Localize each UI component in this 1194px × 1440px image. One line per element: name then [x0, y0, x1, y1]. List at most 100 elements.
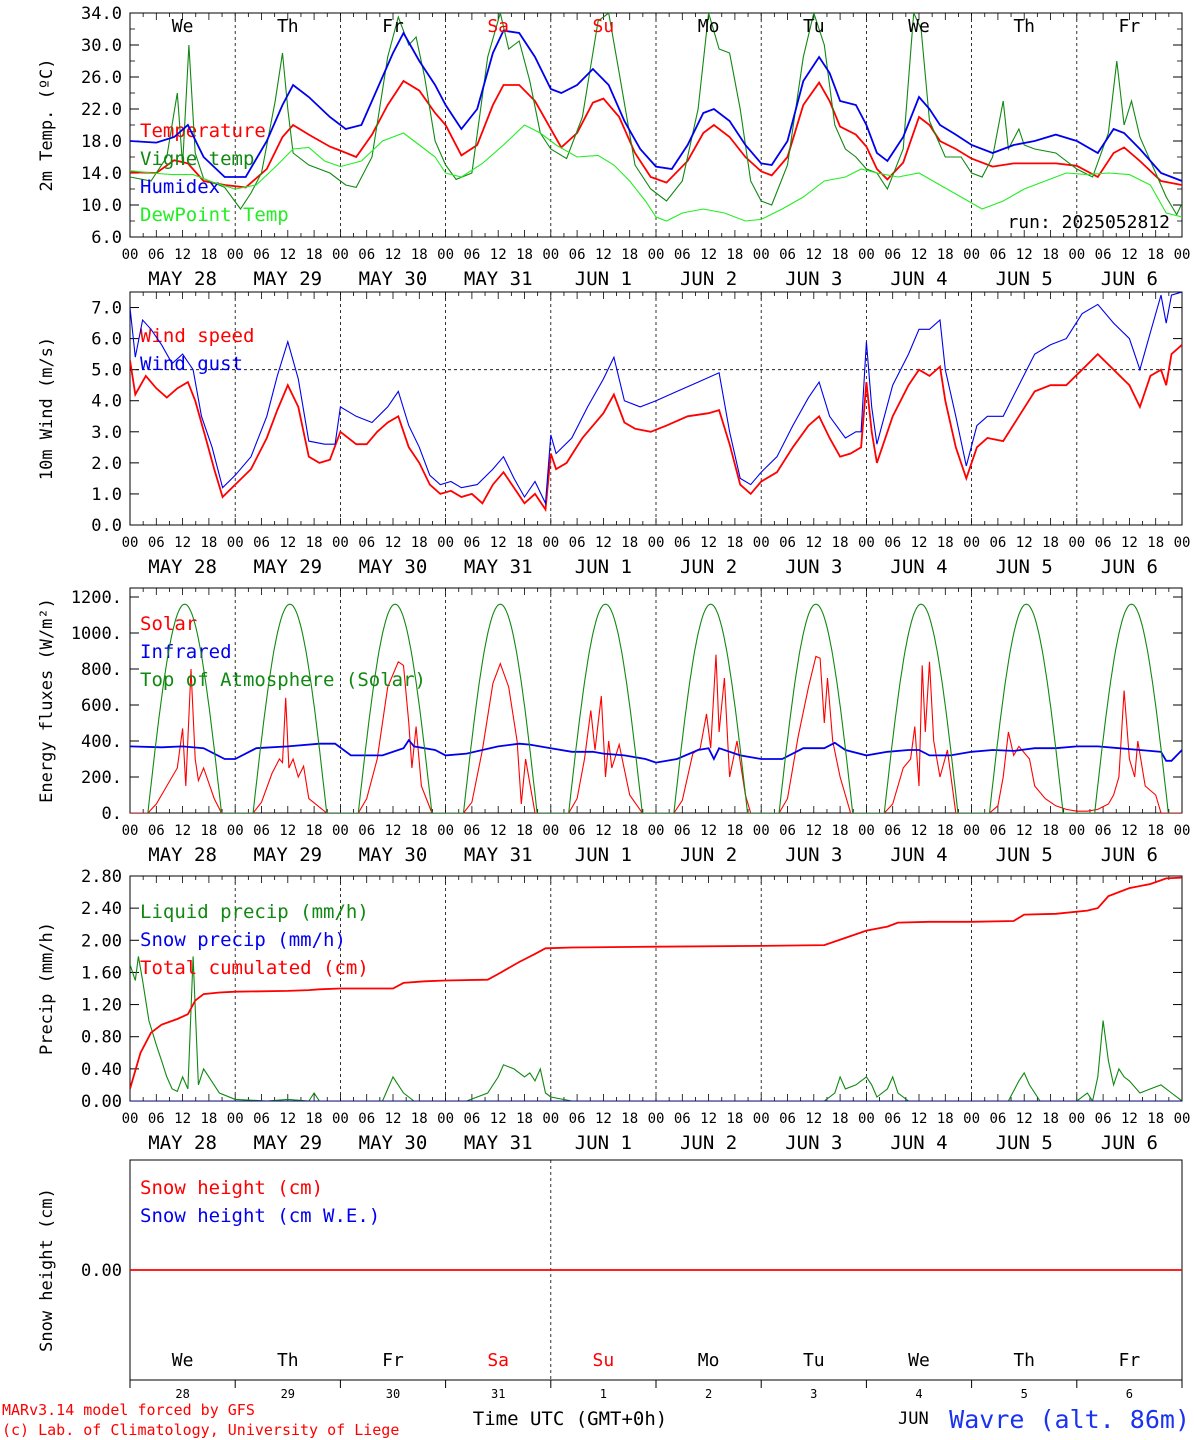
- hour-tick-label: 00: [122, 1111, 139, 1127]
- hour-tick-label: 06: [569, 1111, 586, 1127]
- hour-tick-label: 00: [542, 535, 559, 551]
- hour-tick-label: 12: [1121, 823, 1138, 839]
- hour-tick-label: 12: [490, 823, 507, 839]
- weekday-label: We: [908, 16, 930, 37]
- legend-entry: Snow height (cm W.E.): [140, 1205, 380, 1227]
- y-tick-label: 22.0: [81, 100, 122, 120]
- hour-tick-label: 00: [437, 823, 454, 839]
- hour-tick-label: 06: [358, 1111, 375, 1127]
- date-label: JUN 1: [575, 1132, 632, 1154]
- legend-entry: Snow height (cm): [140, 1177, 323, 1199]
- date-label: JUN 5: [996, 268, 1053, 290]
- weekday-label: Sa: [487, 16, 509, 37]
- hour-tick-label: 06: [569, 823, 586, 839]
- legend-entry: Top of Atmosphere (Solar): [140, 669, 426, 691]
- y-axis-label: Precip (mm/h): [37, 922, 57, 1055]
- hour-tick-label: 00: [542, 1111, 559, 1127]
- hour-tick-label: 06: [674, 535, 691, 551]
- time-axis-label: Time UTC (GMT+0h): [473, 1408, 667, 1430]
- day-number-label: 3: [810, 1387, 817, 1401]
- hour-tick-label: 06: [148, 247, 165, 263]
- hour-tick-label: 18: [516, 1111, 533, 1127]
- hour-tick-label: 00: [227, 535, 244, 551]
- y-tick-label: 800.: [81, 660, 122, 680]
- footer: MARv3.14 model forced by GFS (c) Lab. of …: [2, 1401, 1190, 1439]
- hour-tick-label: 12: [805, 535, 822, 551]
- series-line-top-of-atmosphere-solar-: [147, 603, 1169, 813]
- date-label: JUN 2: [680, 556, 737, 578]
- hour-tick-label: 06: [1095, 247, 1112, 263]
- hour-tick-label: 12: [700, 823, 717, 839]
- day-number-label: 29: [281, 1387, 295, 1401]
- hour-tick-label: 06: [674, 247, 691, 263]
- y-tick-label: 0.80: [81, 1028, 122, 1048]
- plot-frame: [129, 587, 1183, 814]
- day-number-label: 6: [1126, 1387, 1133, 1401]
- weekday-label: Fr: [1119, 16, 1141, 37]
- y-tick-label: 200.: [81, 768, 122, 788]
- hour-tick-label: 12: [700, 535, 717, 551]
- day-number-label: 5: [1021, 1387, 1028, 1401]
- hour-tick-label: 12: [174, 535, 191, 551]
- hour-tick-label: 06: [884, 823, 901, 839]
- hour-tick-label: 18: [516, 535, 533, 551]
- weekday-label: Sa: [487, 1350, 509, 1371]
- hour-tick-label: 18: [621, 823, 638, 839]
- hour-tick-label: 12: [1016, 823, 1033, 839]
- hour-tick-label: 12: [279, 535, 296, 551]
- hour-tick-label: 06: [779, 247, 796, 263]
- hour-tick-label: 06: [253, 1111, 270, 1127]
- y-tick-label: 0.0: [91, 516, 122, 536]
- hour-tick-label: 18: [621, 535, 638, 551]
- hour-tick-label: 12: [385, 1111, 402, 1127]
- hour-tick-label: 00: [122, 247, 139, 263]
- hour-tick-label: 12: [174, 1111, 191, 1127]
- hour-tick-label: 18: [306, 247, 323, 263]
- hour-tick-label: 18: [1042, 535, 1059, 551]
- hour-tick-label: 12: [911, 247, 928, 263]
- date-label: JUN 2: [680, 1132, 737, 1154]
- hour-tick-label: 18: [1147, 535, 1164, 551]
- hour-tick-label: 18: [937, 535, 954, 551]
- hour-tick-label: 06: [148, 535, 165, 551]
- hour-tick-label: 18: [411, 535, 428, 551]
- hour-tick-label: 06: [1095, 823, 1112, 839]
- weekday-label: Mo: [698, 16, 720, 37]
- hour-tick-label: 00: [332, 247, 349, 263]
- hour-tick-label: 18: [516, 247, 533, 263]
- hour-tick-label: 06: [463, 247, 480, 263]
- y-tick-label: 1200.: [71, 588, 122, 608]
- hour-tick-label: 12: [1016, 1111, 1033, 1127]
- date-label: JUN 1: [575, 556, 632, 578]
- weekday-label: Tu: [803, 16, 825, 37]
- hour-tick-label: 00: [753, 823, 770, 839]
- weekday-label: We: [172, 1350, 194, 1371]
- hour-tick-label: 00: [648, 247, 665, 263]
- weekday-label: Su: [593, 16, 615, 37]
- date-label: JUN 2: [680, 268, 737, 290]
- y-tick-label: 2.00: [81, 931, 122, 951]
- hour-tick-label: 00: [648, 535, 665, 551]
- y-tick-label: 6.0: [91, 228, 122, 248]
- date-label: MAY 29: [253, 844, 322, 866]
- y-tick-label: 0.: [102, 804, 122, 824]
- legend-entry: Total cumulated (cm): [140, 957, 369, 979]
- date-label: JUN 6: [1101, 268, 1158, 290]
- hour-tick-label: 12: [385, 823, 402, 839]
- date-label: MAY 30: [359, 844, 428, 866]
- legend-entry: Temperature: [140, 120, 266, 142]
- hour-tick-label: 00: [963, 823, 980, 839]
- hour-tick-label: 18: [726, 535, 743, 551]
- run-label: run: 2025052812: [1007, 212, 1170, 233]
- hour-tick-label: 18: [726, 247, 743, 263]
- day-number-label: 1: [600, 1387, 607, 1401]
- panel-5: 0.00 Snow height (cm) Snow height (cm) Snow…: [37, 1159, 1183, 1401]
- hour-tick-label: 00: [1068, 247, 1085, 263]
- hour-tick-label: 06: [358, 247, 375, 263]
- date-label: MAY 29: [253, 268, 322, 290]
- hour-tick-label: 18: [516, 823, 533, 839]
- hour-tick-label: 18: [621, 247, 638, 263]
- hour-tick-label: 06: [989, 1111, 1006, 1127]
- y-tick-label: 1000.: [71, 624, 122, 644]
